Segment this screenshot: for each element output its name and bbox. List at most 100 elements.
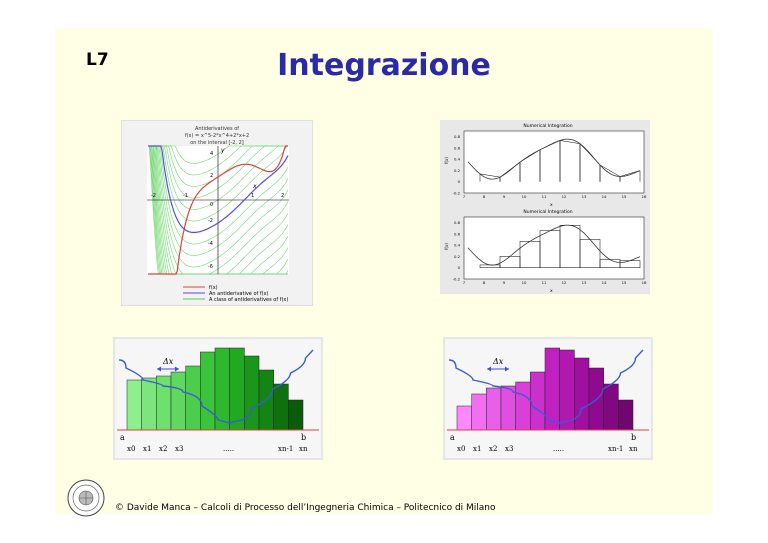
riemann-rectangle xyxy=(559,349,575,431)
x-tick-label: 1 xyxy=(251,193,254,199)
x-tick-label: -1 xyxy=(183,193,188,199)
riemann-rectangle xyxy=(126,379,142,431)
x-axis-label: x xyxy=(550,203,553,208)
function-curve xyxy=(467,138,641,180)
x-axis-label: x xyxy=(550,289,553,294)
y-tick-label: 0.6 xyxy=(454,231,461,236)
riemann-rectangle xyxy=(574,357,590,431)
y-tick-label: -0.2 xyxy=(453,277,461,282)
x-tick-label: 10 xyxy=(522,280,527,285)
riemann-sum-green: Δx a b x0 x1 x2 x3 ..... xn-1 xn xyxy=(113,337,323,460)
y-axis-label: f(x) xyxy=(444,243,449,250)
b-label: b xyxy=(631,433,636,442)
x-tick-label: 8 xyxy=(483,280,486,285)
slide-title: Integrazione xyxy=(277,48,491,83)
legend-label: f(x) xyxy=(209,285,218,291)
plot-heading-line-2: f(x) = x^5-2*x^4+2*x+2 xyxy=(185,133,249,139)
y-tick-label: 2 xyxy=(210,173,213,179)
y-axis-letter: y xyxy=(220,147,225,154)
x-tick-label: 8 xyxy=(483,194,486,199)
riemann-rectangle xyxy=(471,393,487,431)
x-axis-letter: x xyxy=(252,183,257,190)
y-tick-label: 0 xyxy=(458,265,461,270)
x-tick-label: 13 xyxy=(582,194,587,199)
y-tick-label: 0.2 xyxy=(454,254,461,259)
x-label: x1 xyxy=(143,445,151,453)
university-seal-logo xyxy=(66,478,106,523)
riemann-rectangle xyxy=(456,405,472,431)
a-label: a xyxy=(450,433,455,442)
y-tick-label: 0 xyxy=(458,179,461,184)
trapezoid-segments xyxy=(479,140,641,182)
y-tick-label: 0.2 xyxy=(454,168,461,173)
function-curve xyxy=(148,145,288,275)
riemann-rectangle xyxy=(229,347,245,431)
riemann-rectangle xyxy=(170,371,186,431)
y-tick-label: 0.4 xyxy=(454,157,461,162)
y-tick-label: 4 xyxy=(210,151,213,157)
x-label: xn-1 xyxy=(608,445,623,453)
x-tick-label: 15 xyxy=(622,280,627,285)
x-tick-label: 7 xyxy=(463,194,466,199)
x-tick-label: 14 xyxy=(602,280,607,285)
function-curve xyxy=(448,349,644,424)
function-curve xyxy=(467,224,641,266)
x-tick-label: 15 xyxy=(622,194,627,199)
x-label: ..... xyxy=(553,445,564,453)
x-label: x1 xyxy=(473,445,481,453)
x-tick-label: 2 xyxy=(281,193,284,199)
delta-x-label: Δx xyxy=(492,357,504,366)
x-tick-label: 13 xyxy=(582,280,587,285)
x-tick-label: 16 xyxy=(642,280,647,285)
y-tick-label: 0.6 xyxy=(454,145,461,150)
x-label: x0 xyxy=(127,445,135,453)
y-tick-label: -2 xyxy=(208,218,213,224)
axis-ticks: 0.8 0.6 0.4 0.2 0 -0.27 8 9 10 11 12 13 14 15 16 xyxy=(453,134,647,199)
riemann-rectangle xyxy=(530,371,546,431)
x-tick-label: 9 xyxy=(503,194,506,199)
x-label: x0 xyxy=(457,445,465,453)
x-label: xn xyxy=(629,445,638,453)
y-tick-label: -4 xyxy=(208,241,213,247)
numerical-integration-bottom: Numerical Integration 0.8 0.6 0.4 0.2 0 -0.2 7… xyxy=(440,206,650,294)
x-label: x2 xyxy=(159,445,167,453)
riemann-rectangles xyxy=(456,347,634,431)
y-axis-label: f(x) xyxy=(444,157,449,164)
trapezoid-segment xyxy=(619,170,641,182)
a-label: a xyxy=(120,433,125,442)
riemann-sum-magenta: Δx a b x0 x1 x2 x3 ..... xn-1 xn xyxy=(443,337,653,460)
b-label: b xyxy=(301,433,306,442)
axis-ticks: 0.8 0.6 0.4 0.2 0 -0.27 8 9 10 11 12 13 14 15 16 xyxy=(453,220,647,285)
x-label: x3 xyxy=(175,445,183,453)
x-tick-label: -2 xyxy=(151,193,156,199)
chart-title: Numerical Integration xyxy=(523,209,572,215)
delta-x-arrow xyxy=(487,366,509,372)
y-tick-label: 0.4 xyxy=(454,243,461,248)
riemann-rectangle xyxy=(618,399,634,431)
antiderivative-curve xyxy=(148,145,289,234)
x-tick-label: 12 xyxy=(562,194,567,199)
riemann-rectangle xyxy=(515,381,531,431)
chart-title: Numerical Integration xyxy=(523,123,572,129)
riemann-rectangles xyxy=(126,347,304,431)
footer-copyright: © Davide Manca – Calcoli di Processo del… xyxy=(115,503,496,513)
riemann-rectangle xyxy=(200,351,216,431)
y-tick-label: 0.8 xyxy=(454,134,461,139)
x-label: ..... xyxy=(223,445,234,453)
riemann-rectangle xyxy=(273,383,289,431)
numerical-integration-top: Numerical Integration 0.8 0.6 0.4 0.2 0 -0.2 7… xyxy=(440,120,650,208)
antiderivative-plot: Antiderivatives of f(x) = x^5-2*x^4+2*x+… xyxy=(120,119,314,307)
y-tick-label: -0.2 xyxy=(453,191,461,196)
x-label: xn xyxy=(299,445,308,453)
x-tick-label: 16 xyxy=(642,194,647,199)
x-label: xn-1 xyxy=(278,445,293,453)
lecture-code: L7 xyxy=(86,50,109,70)
legend-label: A class of antiderivatives of f(x) xyxy=(209,297,288,303)
x-tick-label: 14 xyxy=(602,194,607,199)
riemann-rectangle xyxy=(244,355,260,431)
origin-label: 0 xyxy=(210,202,213,208)
x-label: x3 xyxy=(505,445,513,453)
delta-x-arrow xyxy=(157,366,179,372)
x-tick-label: 7 xyxy=(463,280,466,285)
x-label: x2 xyxy=(489,445,497,453)
